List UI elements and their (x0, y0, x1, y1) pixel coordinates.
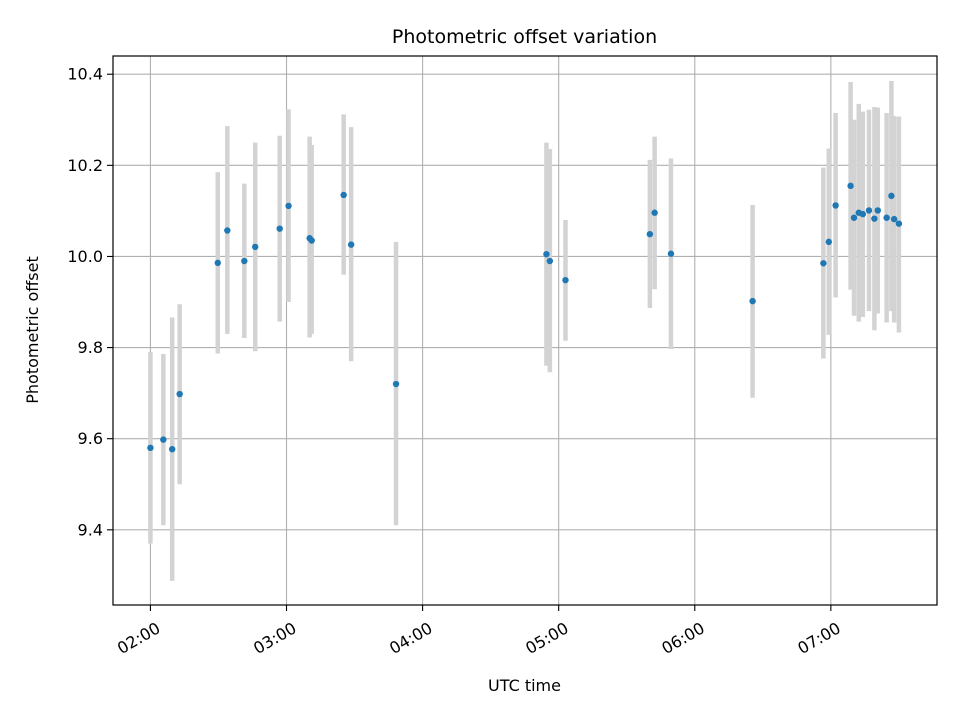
data-point (883, 214, 890, 221)
data-point (847, 182, 854, 190)
x-axis-title: UTC time (488, 676, 561, 695)
data-point (832, 202, 839, 209)
data-point (888, 192, 895, 200)
y-tick-label: 9.8 (78, 338, 103, 357)
data-point (214, 259, 221, 267)
data-point (871, 215, 878, 222)
data-point (749, 297, 756, 305)
y-tick-label: 9.4 (78, 520, 103, 539)
data-points (147, 182, 903, 453)
data-point (224, 227, 231, 234)
chart-title: Photometric offset variation (392, 26, 657, 48)
y-tick-label: 10.2 (67, 156, 103, 175)
data-point (651, 209, 658, 216)
data-point (160, 436, 167, 443)
data-point (176, 390, 183, 398)
data-point (895, 220, 903, 227)
data-point (252, 243, 259, 251)
data-point (308, 237, 315, 244)
data-point (825, 238, 833, 246)
data-point (667, 250, 675, 257)
data-point (543, 250, 550, 258)
data-point (168, 445, 176, 453)
data-point (562, 276, 569, 284)
data-point (546, 257, 554, 265)
data-point (820, 260, 827, 267)
data-point (850, 214, 858, 221)
y-axis-title: Photometric offset (23, 256, 42, 404)
data-point (874, 207, 882, 214)
data-point (859, 210, 867, 218)
data-point (241, 257, 248, 265)
data-point (276, 225, 283, 232)
data-point (147, 444, 154, 452)
data-point (347, 241, 355, 248)
data-point (392, 380, 400, 388)
y-tick-label: 9.6 (78, 429, 103, 448)
data-point (340, 191, 347, 199)
plot-frame (112, 55, 938, 606)
data-point (890, 215, 898, 223)
y-tick-label: 10.4 (67, 65, 103, 84)
data-point (646, 230, 654, 238)
y-tick-label: 10.0 (67, 247, 103, 266)
y-axis: 9.4 9.6 9.8 10.0 10.2 10.4 (67, 65, 113, 539)
data-point (285, 202, 292, 210)
data-point (865, 207, 873, 214)
